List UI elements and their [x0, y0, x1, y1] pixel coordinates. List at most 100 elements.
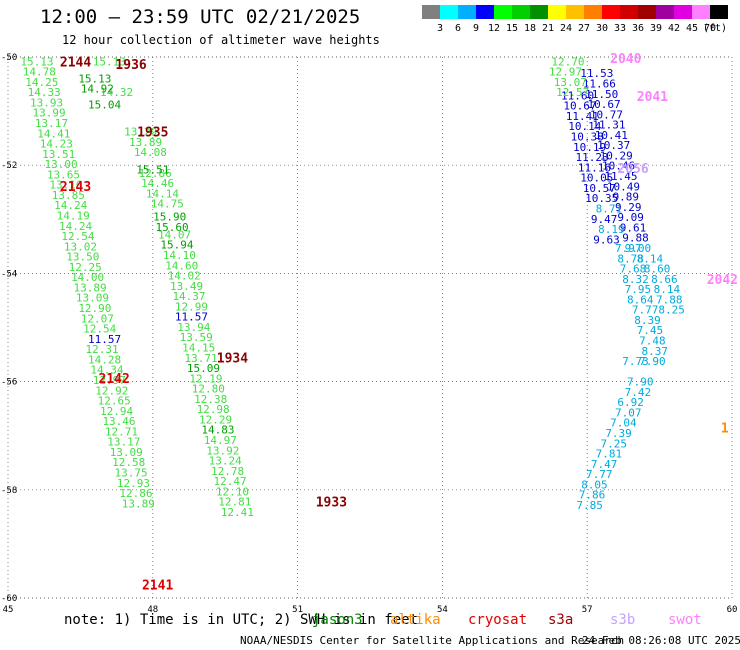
wave-height-point: 12.57 [556, 86, 589, 99]
scale-swatch [512, 5, 530, 19]
time-label: 2141 [142, 578, 173, 593]
wave-height-point: 14.02 [168, 270, 201, 283]
wave-height-point: 7.07 [615, 406, 642, 419]
wave-height-point: 8.05 [581, 478, 608, 491]
wave-height-point: 12.25 [69, 261, 102, 274]
wave-height-point: 15.09 [187, 362, 220, 375]
wave-height-point: 13.99 [32, 107, 65, 120]
wave-height-point: 10.29 [600, 149, 633, 162]
wave-height-point: 12.29 [199, 413, 232, 426]
wave-height-point: 7.81 [596, 448, 623, 461]
scale-label: 70 [704, 23, 716, 34]
wave-height-point: 15.04 [88, 99, 121, 112]
wave-height-point: 12.99 [175, 300, 208, 313]
wave-height-point: 12.07 [81, 312, 114, 325]
wave-height-point: 13.24 [209, 455, 242, 468]
wave-height-point: 14.24 [59, 220, 92, 233]
wave-height-point: 14.78 [23, 66, 56, 79]
wave-height-point: 6.92 [617, 396, 644, 409]
wave-height-point: 12.70 [551, 55, 584, 68]
wave-height-point: 14.23 [40, 138, 73, 151]
y-tick-label: -60 [1, 594, 17, 604]
scale-swatch [476, 5, 494, 19]
legend-altika: altika [390, 612, 441, 628]
wave-height-point: 10.37 [597, 139, 630, 152]
wave-height-point: 14.83 [201, 424, 234, 437]
wave-height-point: 12.86 [119, 487, 152, 500]
scale-swatch [530, 5, 548, 19]
wave-height-point: 14.19 [57, 210, 90, 223]
credit-line: NOAA/NESDIS Center for Satellite Applica… [240, 634, 625, 647]
wave-height-point: 7.42 [625, 386, 652, 399]
wave-height-point: 12.38 [194, 393, 227, 406]
wave-height-point: 11.57 [88, 333, 121, 346]
wave-height-point: 10.57 [583, 182, 616, 195]
y-tick-label: -50 [1, 53, 17, 63]
wave-height-point: 11.41 [566, 110, 599, 123]
wave-height-point: 7.77 [632, 304, 659, 317]
wave-height-point: 13.75 [115, 466, 148, 479]
wave-height-point: 13.09 [110, 446, 143, 459]
scale-label: 45 [686, 23, 698, 34]
wave-height-point: 12.19 [189, 372, 222, 385]
wave-height-point: 14.07 [158, 228, 191, 241]
wave-height-point: 7.68 [620, 263, 647, 276]
wave-height-point: 10.05 [580, 172, 613, 185]
legend-s3a: s3a [548, 612, 574, 628]
wave-height-point: 15.60 [156, 221, 189, 234]
wave-height-point: 13.94 [177, 321, 210, 334]
wave-height-point: 15.13 [20, 55, 53, 68]
wave-height-point: 10.14 [568, 120, 601, 133]
wave-height-point: 13.93 [30, 96, 63, 109]
x-tick-label: 60 [727, 605, 738, 615]
wave-height-point: 10.49 [607, 180, 640, 193]
wave-height-point: 14.25 [25, 76, 58, 89]
wave-height-point: 7.73 [622, 355, 649, 368]
x-tick-label: 51 [292, 605, 303, 615]
wave-height-point: 13.16 [49, 179, 82, 192]
time-label: 2144 [60, 55, 91, 70]
scale-swatch [692, 5, 710, 19]
wave-height-point: 7.77 [586, 468, 613, 481]
y-tick-label: -58 [1, 486, 17, 496]
wave-height-point: 14.32 [100, 86, 133, 99]
scale-label: 36 [632, 23, 644, 34]
wave-height-point: 7.47 [591, 458, 618, 471]
wave-height-point: 13.29 [124, 126, 157, 139]
y-tick-label: -54 [1, 269, 17, 279]
wave-height-point: 15.13 [78, 73, 111, 86]
wave-height-point: 12.94 [100, 405, 133, 418]
scale-label: 21 [542, 23, 554, 34]
wave-height-point: 8.39 [634, 314, 661, 327]
wave-height-point: 9.63 [593, 233, 620, 246]
wave-height-point: 13.17 [107, 436, 140, 449]
wave-height-point: 14.00 [71, 271, 104, 284]
legend-jason3: jason3 [312, 612, 363, 628]
wave-height-point: 12.31 [86, 343, 119, 356]
wave-height-point: 7.88 [656, 293, 683, 306]
wave-height-point: 14.37 [172, 290, 205, 303]
wave-height-point: 10.35 [585, 192, 618, 205]
x-tick-label: 45 [3, 605, 14, 615]
wave-height-point: 12.81 [218, 496, 251, 509]
time-label: 1936 [115, 58, 146, 73]
wave-height-point: 9.29 [615, 201, 642, 214]
wave-height-point: 12.90 [78, 302, 111, 315]
wave-height-point: 12.71 [105, 425, 138, 438]
scale-label: 3 [437, 23, 443, 34]
wave-height-point: 10.46 [602, 160, 635, 173]
scale-label: 18 [524, 23, 536, 34]
wave-height-point: 13.92 [206, 444, 239, 457]
x-tick-label: 57 [582, 605, 593, 615]
wave-height-point: 9.88 [622, 232, 649, 245]
wave-height-point: 12.41 [221, 506, 254, 519]
wave-height-point: 8.78 [617, 252, 644, 265]
wave-height-point: 14.10 [163, 249, 196, 262]
wave-height-point: 12.78 [211, 465, 244, 478]
wave-height-point: 7.39 [605, 427, 632, 440]
wave-height-point: 15.13 [93, 55, 126, 68]
wave-height-point: 7.48 [639, 334, 666, 347]
wave-height-point: 13.50 [66, 251, 99, 264]
legend-s3b: s3b [610, 612, 636, 628]
wave-height-point: 13.02 [64, 240, 97, 253]
